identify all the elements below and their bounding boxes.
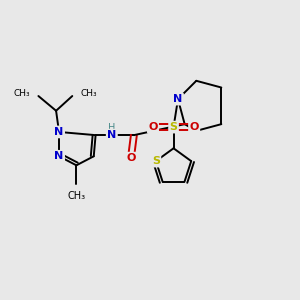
Text: CH₃: CH₃ [80, 88, 97, 98]
Text: O: O [148, 122, 158, 132]
Text: CH₃: CH₃ [67, 191, 86, 201]
Text: H: H [108, 123, 116, 133]
Text: N: N [107, 130, 116, 140]
Text: O: O [126, 153, 136, 163]
Text: N: N [54, 151, 64, 161]
Text: S: S [152, 156, 160, 166]
Text: S: S [169, 122, 178, 132]
Text: N: N [173, 94, 183, 104]
Text: N: N [54, 127, 64, 137]
Text: O: O [190, 122, 199, 132]
Text: CH₃: CH₃ [14, 88, 30, 98]
